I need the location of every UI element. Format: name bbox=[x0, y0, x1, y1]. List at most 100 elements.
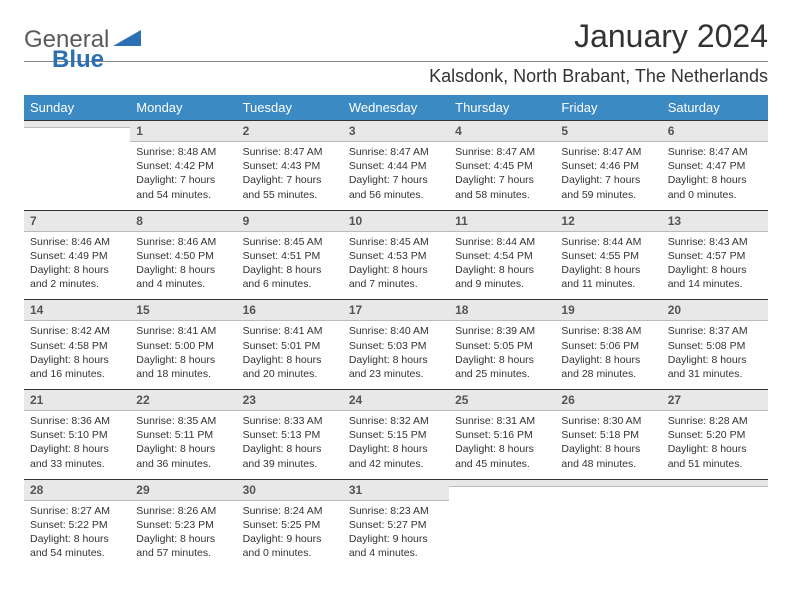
daylight-text: Daylight: 7 hours and 58 minutes. bbox=[455, 173, 549, 201]
day-number bbox=[555, 479, 661, 487]
sunset-text: Sunset: 5:01 PM bbox=[243, 339, 337, 353]
daylight-text: Daylight: 8 hours and 57 minutes. bbox=[136, 532, 230, 560]
sunset-text: Sunset: 4:46 PM bbox=[561, 159, 655, 173]
sunset-text: Sunset: 4:45 PM bbox=[455, 159, 549, 173]
day-cell: Sunrise: 8:47 AMSunset: 4:47 PMDaylight:… bbox=[662, 142, 768, 210]
day-number: 8 bbox=[130, 210, 236, 232]
day-number: 22 bbox=[130, 389, 236, 411]
day-cell: Sunrise: 8:43 AMSunset: 4:57 PMDaylight:… bbox=[662, 232, 768, 300]
day-cell bbox=[449, 501, 555, 559]
calendar-table: Sunday Monday Tuesday Wednesday Thursday… bbox=[24, 95, 768, 568]
day-number: 25 bbox=[449, 389, 555, 411]
sunset-text: Sunset: 4:57 PM bbox=[668, 249, 762, 263]
daynum-row: 14151617181920 bbox=[24, 299, 768, 321]
daylight-text: Daylight: 8 hours and 0 minutes. bbox=[668, 173, 762, 201]
sunset-text: Sunset: 4:49 PM bbox=[30, 249, 124, 263]
sunset-text: Sunset: 4:42 PM bbox=[136, 159, 230, 173]
day-header: Saturday bbox=[662, 95, 768, 120]
daynum-row: 78910111213 bbox=[24, 210, 768, 232]
sunrise-text: Sunrise: 8:27 AM bbox=[30, 504, 124, 518]
sunset-text: Sunset: 5:27 PM bbox=[349, 518, 443, 532]
daylight-text: Daylight: 7 hours and 55 minutes. bbox=[243, 173, 337, 201]
day-number: 12 bbox=[555, 210, 661, 232]
sunrise-text: Sunrise: 8:40 AM bbox=[349, 324, 443, 338]
day-number: 5 bbox=[555, 120, 661, 142]
sunset-text: Sunset: 4:54 PM bbox=[455, 249, 549, 263]
daylight-text: Daylight: 8 hours and 51 minutes. bbox=[668, 442, 762, 470]
day-number: 6 bbox=[662, 120, 768, 142]
daylight-text: Daylight: 7 hours and 56 minutes. bbox=[349, 173, 443, 201]
day-content-row: Sunrise: 8:27 AMSunset: 5:22 PMDaylight:… bbox=[24, 501, 768, 569]
sunset-text: Sunset: 4:43 PM bbox=[243, 159, 337, 173]
sunset-text: Sunset: 4:58 PM bbox=[30, 339, 124, 353]
day-cell: Sunrise: 8:35 AMSunset: 5:11 PMDaylight:… bbox=[130, 411, 236, 479]
day-header: Monday bbox=[130, 95, 236, 120]
sunrise-text: Sunrise: 8:39 AM bbox=[455, 324, 549, 338]
daylight-text: Daylight: 8 hours and 4 minutes. bbox=[136, 263, 230, 291]
sunrise-text: Sunrise: 8:24 AM bbox=[243, 504, 337, 518]
day-cell bbox=[24, 142, 130, 200]
day-cell: Sunrise: 8:45 AMSunset: 4:53 PMDaylight:… bbox=[343, 232, 449, 300]
sunrise-text: Sunrise: 8:32 AM bbox=[349, 414, 443, 428]
sunset-text: Sunset: 4:44 PM bbox=[349, 159, 443, 173]
day-number: 29 bbox=[130, 479, 236, 501]
day-header: Sunday bbox=[24, 95, 130, 120]
calendar-body: 123456Sunrise: 8:48 AMSunset: 4:42 PMDay… bbox=[24, 120, 768, 568]
day-number: 26 bbox=[555, 389, 661, 411]
day-number: 13 bbox=[662, 210, 768, 232]
sunrise-text: Sunrise: 8:30 AM bbox=[561, 414, 655, 428]
day-cell: Sunrise: 8:47 AMSunset: 4:45 PMDaylight:… bbox=[449, 142, 555, 210]
sunrise-text: Sunrise: 8:42 AM bbox=[30, 324, 124, 338]
day-content-row: Sunrise: 8:42 AMSunset: 4:58 PMDaylight:… bbox=[24, 321, 768, 389]
day-header: Wednesday bbox=[343, 95, 449, 120]
day-number: 9 bbox=[237, 210, 343, 232]
day-cell bbox=[662, 501, 768, 559]
sunset-text: Sunset: 5:18 PM bbox=[561, 428, 655, 442]
sunrise-text: Sunrise: 8:26 AM bbox=[136, 504, 230, 518]
sunrise-text: Sunrise: 8:31 AM bbox=[455, 414, 549, 428]
day-cell: Sunrise: 8:24 AMSunset: 5:25 PMDaylight:… bbox=[237, 501, 343, 569]
sunset-text: Sunset: 4:47 PM bbox=[668, 159, 762, 173]
day-cell: Sunrise: 8:47 AMSunset: 4:44 PMDaylight:… bbox=[343, 142, 449, 210]
day-cell: Sunrise: 8:27 AMSunset: 5:22 PMDaylight:… bbox=[24, 501, 130, 569]
sunset-text: Sunset: 5:10 PM bbox=[30, 428, 124, 442]
header: General January 2024 bbox=[24, 18, 768, 55]
day-number: 30 bbox=[237, 479, 343, 501]
day-cell: Sunrise: 8:46 AMSunset: 4:49 PMDaylight:… bbox=[24, 232, 130, 300]
sunrise-text: Sunrise: 8:41 AM bbox=[243, 324, 337, 338]
daynum-row: 21222324252627 bbox=[24, 389, 768, 411]
day-number: 1 bbox=[130, 120, 236, 142]
day-cell: Sunrise: 8:31 AMSunset: 5:16 PMDaylight:… bbox=[449, 411, 555, 479]
day-cell: Sunrise: 8:30 AMSunset: 5:18 PMDaylight:… bbox=[555, 411, 661, 479]
sunset-text: Sunset: 5:16 PM bbox=[455, 428, 549, 442]
title-block: January 2024 bbox=[574, 18, 768, 55]
month-title: January 2024 bbox=[574, 18, 768, 55]
sunset-text: Sunset: 5:20 PM bbox=[668, 428, 762, 442]
daylight-text: Daylight: 8 hours and 14 minutes. bbox=[668, 263, 762, 291]
day-cell: Sunrise: 8:23 AMSunset: 5:27 PMDaylight:… bbox=[343, 501, 449, 569]
sunrise-text: Sunrise: 8:38 AM bbox=[561, 324, 655, 338]
sunrise-text: Sunrise: 8:48 AM bbox=[136, 145, 230, 159]
day-cell: Sunrise: 8:33 AMSunset: 5:13 PMDaylight:… bbox=[237, 411, 343, 479]
daylight-text: Daylight: 9 hours and 4 minutes. bbox=[349, 532, 443, 560]
day-cell: Sunrise: 8:37 AMSunset: 5:08 PMDaylight:… bbox=[662, 321, 768, 389]
day-number: 17 bbox=[343, 299, 449, 321]
daylight-text: Daylight: 8 hours and 7 minutes. bbox=[349, 263, 443, 291]
day-number: 20 bbox=[662, 299, 768, 321]
day-number: 28 bbox=[24, 479, 130, 501]
day-number: 24 bbox=[343, 389, 449, 411]
day-number: 4 bbox=[449, 120, 555, 142]
sunrise-text: Sunrise: 8:28 AM bbox=[668, 414, 762, 428]
sunrise-text: Sunrise: 8:36 AM bbox=[30, 414, 124, 428]
day-content-row: Sunrise: 8:36 AMSunset: 5:10 PM Daylight:… bbox=[24, 411, 768, 479]
sunrise-text: Sunrise: 8:37 AM bbox=[668, 324, 762, 338]
subtitle-row: Kalsdonk, North Brabant, The Netherlands bbox=[24, 61, 768, 87]
daylight-text: Daylight: 8 hours and 16 minutes. bbox=[30, 353, 124, 381]
sunset-text: Sunset: 5:06 PM bbox=[561, 339, 655, 353]
day-cell: Sunrise: 8:44 AMSunset: 4:55 PMDaylight:… bbox=[555, 232, 661, 300]
sunrise-text: Sunrise: 8:47 AM bbox=[243, 145, 337, 159]
sunset-text: Sunset: 4:53 PM bbox=[349, 249, 443, 263]
sunrise-text: Sunrise: 8:46 AM bbox=[30, 235, 124, 249]
daylight-text: Daylight: 8 hours and 6 minutes. bbox=[243, 263, 337, 291]
day-cell: Sunrise: 8:40 AMSunset: 5:03 PMDaylight:… bbox=[343, 321, 449, 389]
